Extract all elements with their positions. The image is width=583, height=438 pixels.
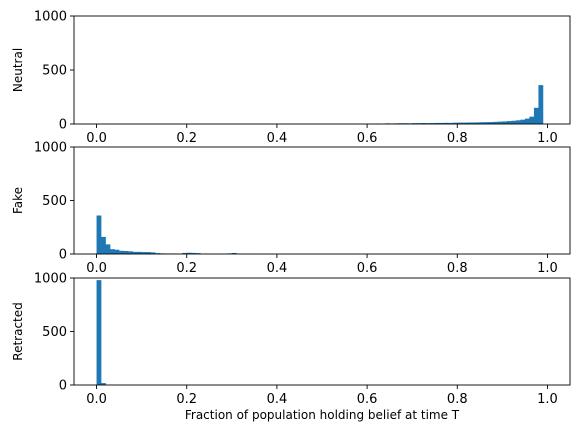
neutral-x-tick-label-5: 1.0	[537, 131, 558, 146]
neutral-bar-21	[475, 122, 481, 124]
fake-bar-12	[150, 252, 156, 254]
neutral-bar-29	[511, 120, 517, 124]
fake-bar-8	[132, 251, 138, 254]
fake-bar-6	[123, 251, 129, 254]
neutral-bar-22	[479, 122, 485, 124]
panel-fake: 0.0 0.2 0.4 0.6 0.8 1.0 0 500 1000 Fake	[11, 141, 571, 276]
x-axis-label: Fraction of population holding belief at…	[185, 408, 460, 422]
neutral-bar-33	[529, 116, 535, 124]
fake-x-tick-label-4: 0.8	[447, 261, 468, 276]
fake-y-axis-label: Fake	[11, 187, 25, 214]
fake-x-tick-label-3: 0.6	[357, 261, 378, 276]
fake-x-tick-label-0: 0.0	[86, 261, 107, 276]
neutral-axes-frame	[73, 15, 571, 125]
retracted-y-tick-label-0: 0	[59, 379, 67, 394]
panel-neutral: 0.0 0.2 0.4 0.6 0.8 1.0 0 500 1000 Neutral	[11, 10, 571, 146]
fake-bar-20	[186, 252, 192, 254]
fake-bar-19	[182, 252, 188, 254]
neutral-bar-26	[497, 121, 503, 124]
retracted-x-tick-label-2: 0.4	[267, 392, 288, 407]
fake-y-tick-label-0: 0	[59, 248, 67, 263]
neutral-bar-9	[421, 123, 427, 124]
neutral-bar-23	[484, 122, 490, 124]
fake-bar-27	[231, 252, 237, 254]
neutral-x-tick-label-0: 0.0	[86, 131, 107, 146]
neutral-x-tick-label-4: 0.8	[447, 131, 468, 146]
retracted-y-tick-label-1: 500	[42, 325, 67, 340]
neutral-x-tick-label-2: 0.4	[267, 131, 288, 146]
fake-bar-5	[119, 250, 124, 254]
retracted-axes-frame	[73, 277, 571, 386]
neutral-bar-19	[466, 122, 472, 124]
fake-x-tick-label-1: 0.2	[176, 261, 197, 276]
neutral-bar-27	[502, 121, 508, 124]
neutral-y-tick-label-2: 1000	[34, 10, 67, 25]
retracted-bar-0	[96, 280, 102, 385]
neutral-bar-34	[533, 107, 539, 124]
neutral-y-tick-label-1: 500	[42, 64, 67, 79]
retracted-x-tick-label-0: 0.0	[86, 392, 107, 407]
neutral-y-tick-label-0: 0	[59, 118, 67, 133]
fake-bar-2	[105, 244, 111, 254]
neutral-bar-32	[524, 118, 530, 124]
retracted-y-axis-label: Retracted	[11, 302, 25, 360]
neutral-bar-12	[434, 122, 440, 124]
fake-bar-11	[146, 252, 151, 254]
fake-bar-9	[137, 251, 142, 254]
neutral-bar-15	[448, 122, 454, 124]
neutral-bar-31	[520, 119, 526, 124]
fake-x-tick-label-5: 1.0	[537, 261, 558, 276]
retracted-y-tick-label-2: 1000	[34, 272, 67, 287]
retracted-x-tick-label-3: 0.6	[357, 392, 378, 407]
fake-bar-7	[128, 251, 133, 254]
fake-bar-4	[114, 249, 120, 254]
neutral-bar-16	[452, 122, 458, 124]
neutral-bar-11	[430, 123, 436, 124]
neutral-bar-35	[538, 85, 544, 124]
neutral-bar-18	[461, 122, 467, 124]
neutral-bar-30	[515, 120, 521, 124]
fake-bar-3	[110, 249, 115, 254]
fake-bar-1	[101, 236, 106, 254]
fake-bar-21	[191, 252, 197, 254]
retracted-x-tick-label-1: 0.2	[176, 392, 197, 407]
fake-bar-0	[96, 215, 102, 254]
neutral-bar-13	[439, 122, 445, 124]
fake-bar-10	[141, 252, 147, 254]
neutral-x-tick-label-3: 0.6	[357, 131, 378, 146]
fake-y-tick-label-1: 500	[42, 194, 67, 209]
fake-axes-frame	[73, 146, 571, 255]
retracted-x-tick-label-4: 0.8	[447, 392, 468, 407]
neutral-bar-28	[506, 121, 512, 124]
neutral-bar-17	[457, 122, 463, 124]
neutral-y-axis-label: Neutral	[11, 48, 25, 92]
fake-y-tick-label-2: 1000	[34, 141, 67, 156]
neutral-bar-25	[493, 121, 499, 124]
panel-retracted: 0.0 0.2 0.4 0.6 0.8 1.0 0 500 1000 Retracted	[11, 272, 571, 407]
retracted-x-tick-label-5: 1.0	[537, 392, 558, 407]
neutral-bar-20	[470, 122, 476, 124]
neutral-x-tick-label-1: 0.2	[176, 131, 197, 146]
retracted-bar-1	[101, 383, 106, 385]
fake-x-tick-label-2: 0.4	[267, 261, 288, 276]
neutral-bar-14	[443, 122, 449, 124]
neutral-bar-24	[488, 122, 494, 124]
